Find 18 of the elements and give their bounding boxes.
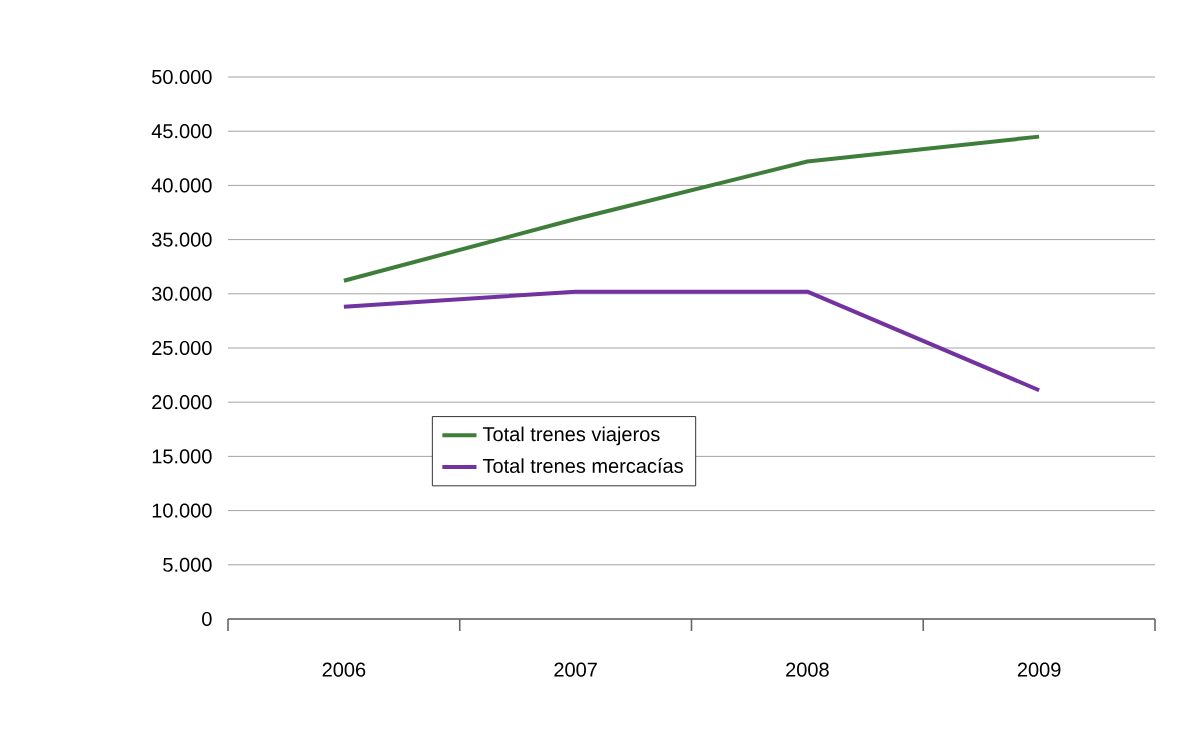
y-tick-label: 0 [202,611,212,627]
legend-label: Total trenes mercacías [482,458,683,473]
y-tick-label: 10.000 [152,503,212,518]
x-tick-label: 2009 [1017,662,1061,677]
x-tick-label: 2006 [322,662,366,677]
y-tick-label: 5.000 [163,557,212,572]
line-series [341,134,1042,283]
y-tick-label: 50.000 [152,69,212,85]
y-tick-label: 20.000 [152,395,212,410]
y-tick-label: 35.000 [151,232,212,247]
x-tick-label: 2008 [786,662,829,677]
y-tick-label: 40.000 [151,178,212,193]
y-tick-label: 25.000 [152,340,212,356]
y-tick-label: 30.000 [151,286,212,301]
legend-label: Total trenes viajeros [482,426,660,446]
x-tick-label: 2007 [554,662,597,677]
y-tick-label: 45.000 [151,124,212,139]
y-tick-label: 15.000 [152,449,212,464]
